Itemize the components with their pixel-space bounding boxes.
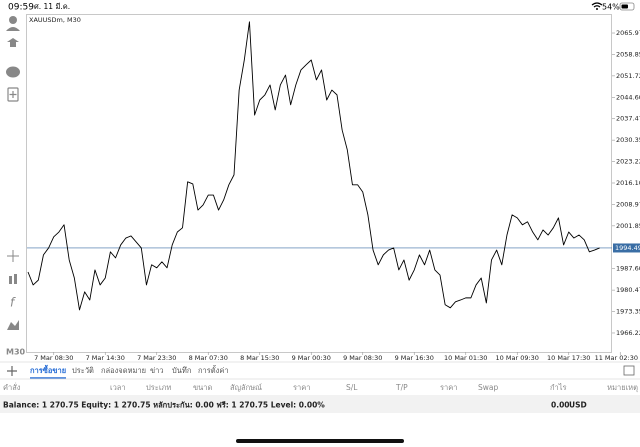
y-tick-label: 2044.600: [616, 93, 640, 101]
home-indicator: [236, 439, 404, 443]
y-tick-label: 1980.475: [616, 286, 640, 294]
candles-icon-2[interactable]: [14, 274, 17, 284]
tab[interactable]: บันทึก: [172, 366, 191, 375]
x-tick-label: 11 Mar 02:30: [595, 354, 638, 362]
tab[interactable]: การตั้งค่า: [198, 365, 229, 375]
column-header: เวลา: [110, 383, 126, 392]
y-tick-label: 2058.850: [616, 50, 640, 58]
column-header: หมายเหตุ: [607, 383, 638, 392]
tab[interactable]: การซื้อขาย: [30, 364, 66, 375]
battery-icon: [619, 2, 635, 11]
status-date: ศ. 11 มี.ค.: [34, 2, 70, 11]
indicator-icon[interactable]: f: [10, 296, 16, 310]
x-tick-label: 7 Mar 14:30: [86, 354, 125, 362]
objects-icon[interactable]: [7, 320, 19, 330]
status-time: 09:59: [8, 3, 34, 13]
y-tick-label: 2051.725: [616, 72, 640, 80]
column-header: สัญลักษณ์: [230, 383, 262, 392]
tab[interactable]: กล่องจดหมาย: [101, 366, 146, 375]
trade-icon[interactable]: [7, 38, 19, 47]
y-tick-label: 1966.225: [616, 329, 640, 337]
column-header: T/P: [395, 383, 408, 392]
toolbar-icons[interactable]: f: [6, 16, 20, 330]
y-tick-label: 2023.225: [616, 158, 640, 166]
chart-title: XAUUSDm, M30: [29, 16, 81, 24]
wifi-icon: [591, 2, 603, 8]
left-toolbar: [0, 14, 26, 362]
account-summary: Balance: 1 270.75 Equity: 1 270.75 หลักป…: [3, 401, 325, 410]
price-line: [27, 21, 600, 311]
y-tick-label: 1987.600: [616, 265, 640, 273]
column-header: ราคา: [440, 383, 457, 392]
x-tick-label: 9 Mar 16:30: [395, 354, 434, 362]
status-battery: 54%: [602, 3, 620, 12]
x-tick-label: 10 Mar 01:30: [444, 354, 487, 362]
new-order-icon[interactable]: [7, 87, 19, 102]
wifi-dot: [596, 8, 598, 10]
x-tick-label: 10 Mar 09:30: [496, 354, 539, 362]
timeframe-label[interactable]: M30: [6, 348, 26, 357]
y-tick-label: 1973.350: [616, 308, 640, 316]
y-tick-label: 2016.100: [616, 179, 640, 187]
tabs: การซื้อขาย ประวัติ กล่องจดหมาย ข่าว บันทึก กา…: [30, 364, 229, 379]
last-price-box: [613, 243, 640, 253]
candles-icon[interactable]: [9, 276, 12, 284]
column-header: Swap: [478, 383, 498, 392]
x-tick-label: 10 Mar 17:30: [547, 354, 590, 362]
tab[interactable]: ข่าว: [150, 366, 164, 375]
account-icon-body[interactable]: [6, 27, 20, 31]
battery-level: [621, 4, 628, 9]
chat-icon[interactable]: [6, 66, 20, 78]
column-header: กำไร: [550, 383, 567, 392]
crosshair-icon[interactable]: [7, 250, 19, 262]
x-tick-label: 7 Mar 08:30: [34, 354, 73, 362]
column-header: ขนาด: [193, 383, 212, 392]
profit-currency: USD: [569, 401, 587, 410]
x-tick-label: 8 Mar 07:30: [189, 354, 228, 362]
y-tick-label: 2008.975: [616, 200, 640, 208]
account-icon[interactable]: [9, 16, 17, 24]
y-tick-label: 2001.850: [616, 222, 640, 230]
balance-row: [0, 397, 640, 413]
tab[interactable]: ประวัติ: [72, 366, 94, 375]
last-price-label: 1994.493: [615, 244, 640, 252]
column-header: คำสั่ง: [3, 382, 21, 392]
profit-total: 0.00: [551, 401, 570, 410]
table-header: คำสั่ง เวลา ประเภท ขนาด สัญลักษณ์ ราคา S/L T/P ร…: [3, 382, 638, 392]
y-tick-label: 2030.350: [616, 136, 640, 144]
column-header: ประเภท: [146, 383, 171, 392]
chart: 2065.975 2058.850 2051.725 2044.600 2037.475…: [27, 21, 640, 362]
y-tick-label: 2037.475: [616, 115, 640, 123]
x-tick-label: 9 Mar 00:30: [292, 354, 331, 362]
y-tick-label: 2065.975: [616, 29, 640, 37]
new-order-plus[interactable]: [9, 91, 17, 98]
layout-button[interactable]: [623, 365, 635, 376]
x-tick-label: 8 Mar 15:30: [240, 354, 279, 362]
x-tick-label: 9 Mar 08:30: [343, 354, 382, 362]
chart-frame: [26, 14, 612, 353]
x-tick-label: 7 Mar 23:30: [137, 354, 176, 362]
column-header: S/L: [346, 383, 358, 392]
column-header: ราคา: [293, 383, 310, 392]
add-button[interactable]: [7, 366, 17, 376]
